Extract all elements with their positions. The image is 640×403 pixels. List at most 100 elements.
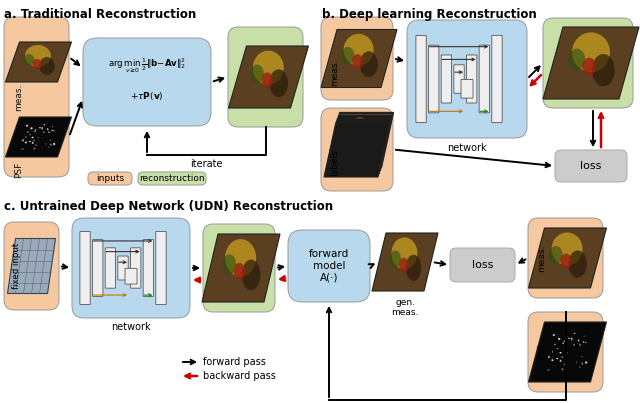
Ellipse shape — [553, 334, 555, 336]
FancyBboxPatch shape — [479, 45, 490, 113]
Ellipse shape — [563, 364, 566, 365]
Ellipse shape — [262, 73, 273, 88]
Ellipse shape — [27, 131, 29, 133]
Ellipse shape — [551, 359, 554, 361]
Ellipse shape — [579, 343, 580, 345]
Ellipse shape — [42, 127, 43, 129]
Text: forward pass: forward pass — [203, 357, 266, 367]
Ellipse shape — [392, 237, 417, 269]
Ellipse shape — [49, 132, 50, 133]
Ellipse shape — [29, 134, 31, 135]
FancyBboxPatch shape — [4, 17, 69, 177]
Ellipse shape — [399, 258, 408, 272]
Ellipse shape — [561, 368, 564, 370]
Ellipse shape — [33, 139, 35, 141]
FancyBboxPatch shape — [131, 248, 141, 288]
Ellipse shape — [33, 147, 35, 150]
FancyBboxPatch shape — [492, 35, 502, 123]
Ellipse shape — [347, 117, 372, 147]
Polygon shape — [324, 122, 390, 177]
FancyBboxPatch shape — [118, 256, 128, 280]
Ellipse shape — [26, 125, 28, 127]
Text: meas.: meas. — [14, 84, 23, 111]
FancyBboxPatch shape — [528, 218, 603, 298]
Ellipse shape — [585, 361, 588, 364]
Ellipse shape — [360, 51, 378, 77]
Text: loss: loss — [580, 161, 602, 171]
Polygon shape — [543, 27, 639, 99]
Ellipse shape — [355, 136, 364, 149]
Ellipse shape — [234, 263, 245, 280]
Ellipse shape — [572, 337, 573, 339]
Polygon shape — [529, 322, 607, 382]
Text: backward pass: backward pass — [203, 371, 276, 381]
Ellipse shape — [390, 250, 401, 268]
Ellipse shape — [592, 54, 615, 86]
Ellipse shape — [29, 141, 31, 142]
FancyBboxPatch shape — [321, 108, 393, 191]
FancyBboxPatch shape — [228, 27, 303, 127]
FancyBboxPatch shape — [83, 38, 211, 126]
Ellipse shape — [549, 246, 563, 264]
Polygon shape — [372, 233, 438, 291]
Ellipse shape — [53, 143, 55, 145]
Ellipse shape — [547, 370, 550, 371]
Text: $\arg\min_{v\geq 0}\,\frac{1}{2}\|\mathbf{b}-\mathbf{Av}\|_2^2$: $\arg\min_{v\geq 0}\,\frac{1}{2}\|\mathb… — [108, 56, 186, 75]
Ellipse shape — [554, 344, 556, 345]
Ellipse shape — [552, 351, 553, 353]
Ellipse shape — [568, 49, 585, 70]
Ellipse shape — [582, 363, 583, 365]
Ellipse shape — [548, 356, 550, 358]
FancyBboxPatch shape — [138, 172, 206, 185]
Ellipse shape — [578, 340, 580, 341]
Text: inputs: inputs — [96, 174, 124, 183]
FancyBboxPatch shape — [125, 268, 137, 284]
FancyBboxPatch shape — [407, 20, 527, 138]
FancyBboxPatch shape — [416, 35, 426, 123]
Ellipse shape — [25, 45, 51, 67]
FancyBboxPatch shape — [4, 222, 59, 310]
Ellipse shape — [242, 260, 260, 290]
Ellipse shape — [561, 356, 563, 358]
FancyBboxPatch shape — [461, 79, 473, 98]
Ellipse shape — [573, 344, 575, 346]
FancyBboxPatch shape — [450, 248, 515, 282]
Text: meas.: meas. — [537, 244, 546, 272]
Text: reconstruction: reconstruction — [139, 174, 205, 183]
FancyBboxPatch shape — [80, 231, 90, 305]
Text: fixed input: fixed input — [12, 243, 21, 289]
FancyBboxPatch shape — [72, 218, 190, 318]
Ellipse shape — [581, 356, 582, 357]
Polygon shape — [325, 119, 391, 174]
Text: c. Untrained Deep Network (UDN) Reconstruction: c. Untrained Deep Network (UDN) Reconstr… — [4, 200, 333, 213]
Ellipse shape — [585, 342, 587, 343]
FancyBboxPatch shape — [288, 230, 370, 302]
Ellipse shape — [269, 69, 288, 97]
Ellipse shape — [562, 343, 564, 344]
Ellipse shape — [345, 129, 356, 145]
Text: network: network — [447, 143, 487, 153]
Ellipse shape — [34, 131, 36, 132]
Text: labels: labels — [330, 150, 339, 177]
Ellipse shape — [578, 339, 579, 341]
FancyBboxPatch shape — [454, 65, 464, 93]
Text: network: network — [111, 322, 151, 332]
FancyBboxPatch shape — [321, 17, 393, 100]
Text: iterate: iterate — [190, 159, 223, 169]
Ellipse shape — [44, 124, 45, 125]
Polygon shape — [321, 29, 397, 87]
Ellipse shape — [559, 359, 561, 362]
Ellipse shape — [52, 126, 53, 127]
Text: PSF: PSF — [537, 344, 546, 360]
Ellipse shape — [568, 251, 587, 278]
Ellipse shape — [30, 127, 33, 129]
Ellipse shape — [22, 140, 24, 141]
FancyBboxPatch shape — [105, 248, 116, 288]
Ellipse shape — [39, 127, 41, 128]
Ellipse shape — [253, 51, 284, 85]
Ellipse shape — [572, 32, 610, 72]
Polygon shape — [6, 117, 72, 157]
Ellipse shape — [43, 131, 45, 133]
FancyBboxPatch shape — [543, 18, 633, 108]
Ellipse shape — [250, 64, 264, 83]
